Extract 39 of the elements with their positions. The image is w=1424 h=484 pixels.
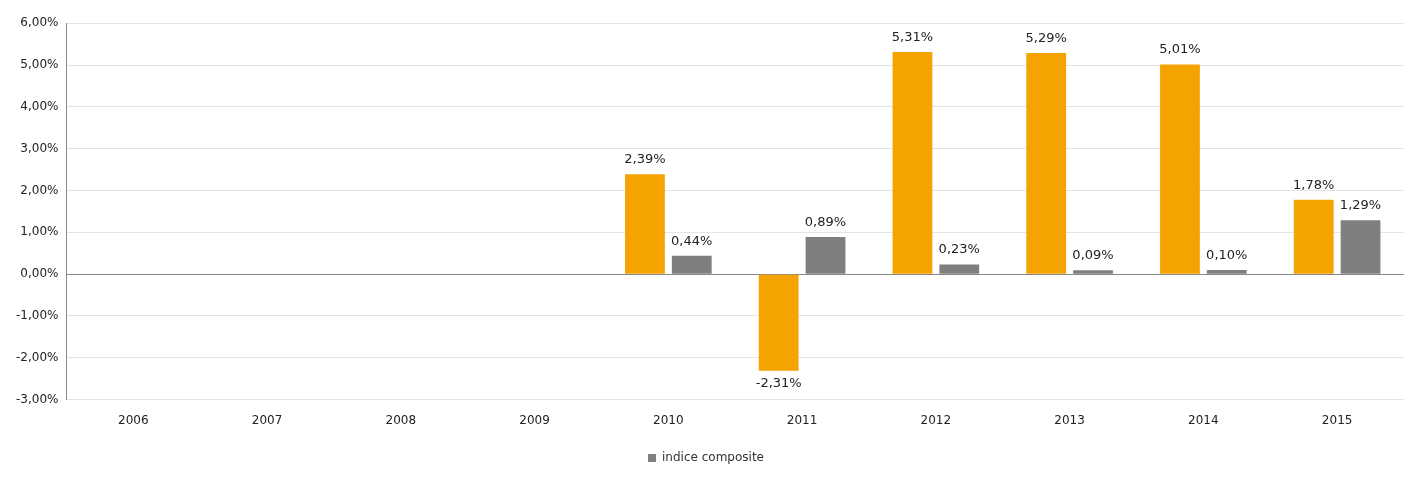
x-tick-label: 2013	[1054, 412, 1085, 427]
y-tick-label: -2,00%	[16, 349, 59, 364]
y-tick-label: 5,00%	[20, 57, 59, 72]
x-tick-label: 2012	[920, 412, 952, 427]
y-tick-label: 2,00%	[20, 182, 59, 197]
x-tick-label: 2010	[653, 412, 684, 427]
y-tick-label: 1,00%	[20, 224, 59, 239]
x-tick-label: 2015	[1321, 412, 1353, 427]
bar	[892, 52, 933, 274]
data-label: 5,01%	[1159, 41, 1201, 57]
data-label: 0,89%	[804, 213, 847, 229]
x-tick-label: 2006	[118, 412, 149, 427]
bar	[1160, 64, 1200, 274]
y-tick-label: 6,00%	[20, 15, 59, 30]
bar	[1026, 52, 1067, 274]
data-label: 5,29%	[1025, 29, 1067, 45]
data-label: 1,29%	[1339, 197, 1382, 213]
y-tick-label: 4,00%	[20, 98, 59, 113]
y-tick-label: 0,00%	[20, 266, 59, 281]
legend-label: indice composite	[662, 450, 764, 465]
y-tick-label: -1,00%	[16, 308, 59, 323]
y-tick-label: -3,00%	[16, 391, 59, 406]
data-label: 1,78%	[1293, 176, 1335, 192]
data-label: 5,31%	[891, 28, 934, 44]
x-tick-label: 2014	[1188, 412, 1219, 427]
data-label: 0,44%	[671, 232, 713, 248]
x-tick-label: 2007	[251, 412, 283, 427]
data-label: -2,31%	[755, 374, 802, 390]
bar	[625, 174, 665, 274]
data-label: 0,23%	[938, 241, 980, 257]
x-tick-label: 2008	[385, 412, 417, 427]
y-tick-label: 3,00%	[20, 140, 59, 155]
data-label: 0,09%	[1072, 247, 1114, 263]
x-tick-label: 2009	[519, 412, 550, 427]
bar	[758, 274, 799, 371]
bar	[1293, 199, 1334, 274]
data-label: 2,39%	[624, 151, 666, 167]
data-label: 0,10%	[1206, 246, 1248, 262]
x-tick-label: 2011	[786, 412, 818, 427]
